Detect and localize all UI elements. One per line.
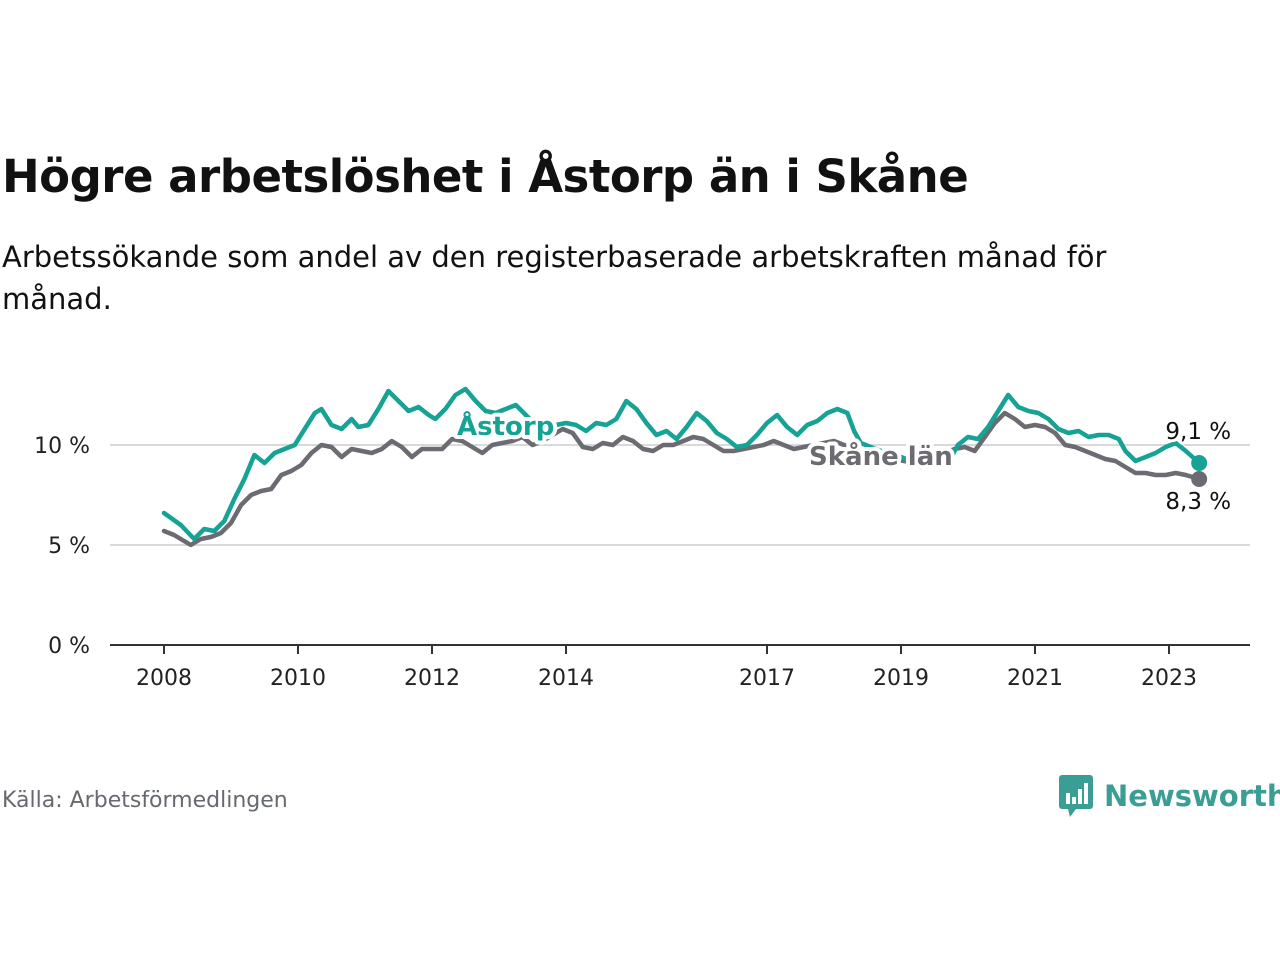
newsworthy-logo-icon [1059, 775, 1093, 817]
astorp-end-dot [1191, 455, 1208, 471]
astorp-end-label: 9,1 % [1165, 419, 1231, 445]
series-lines [161, 386, 1202, 548]
y-axis: 0 % 5 % 10 % [34, 434, 90, 659]
x-tick-label: 2023 [1141, 666, 1197, 691]
skane-end-label: 8,3 % [1165, 489, 1231, 515]
y-tick-label: 0 % [48, 634, 90, 659]
chart-subtitle: Arbetssökande som andel av den registerb… [2, 240, 1107, 316]
source-note: Källa: Arbetsförmedlingen [2, 788, 288, 813]
line-chart: 0 %5 %10 % 2008 2010 2012 2014 2017 2019 2021 2… [34, 386, 1250, 691]
x-tick-label: 2008 [136, 666, 192, 691]
y-tick-label: 5 % [48, 534, 90, 559]
x-tick-label: 2017 [739, 666, 795, 691]
skane-line [161, 410, 1202, 548]
brand-logo: Newsworthy [1058, 774, 1280, 818]
series-labels: 8,3 % 9,1 % Åstorp Skåne län [453, 406, 1234, 518]
x-tick-label: 2019 [873, 666, 929, 691]
chart-title: Högre arbetslöshet i Åstorp än i Skåne [2, 150, 969, 203]
x-tick-label: 2010 [270, 666, 326, 691]
x-tick-label: 2012 [404, 666, 460, 691]
skane-end-dot [1191, 471, 1208, 487]
skane-series-label: Skåne län [809, 440, 953, 472]
astorp-line [161, 386, 1202, 542]
y-tick-label: 10 % [34, 434, 90, 459]
astorp-series-label: Åstorp [457, 410, 554, 442]
x-axis: 2008 2010 2012 2014 2017 2019 2021 2023 [110, 644, 1250, 691]
gridlines [110, 444, 1250, 546]
x-tick-label: 2021 [1007, 666, 1063, 691]
brand-name: Newsworthy [1104, 779, 1280, 813]
x-tick-label: 2014 [538, 666, 594, 691]
